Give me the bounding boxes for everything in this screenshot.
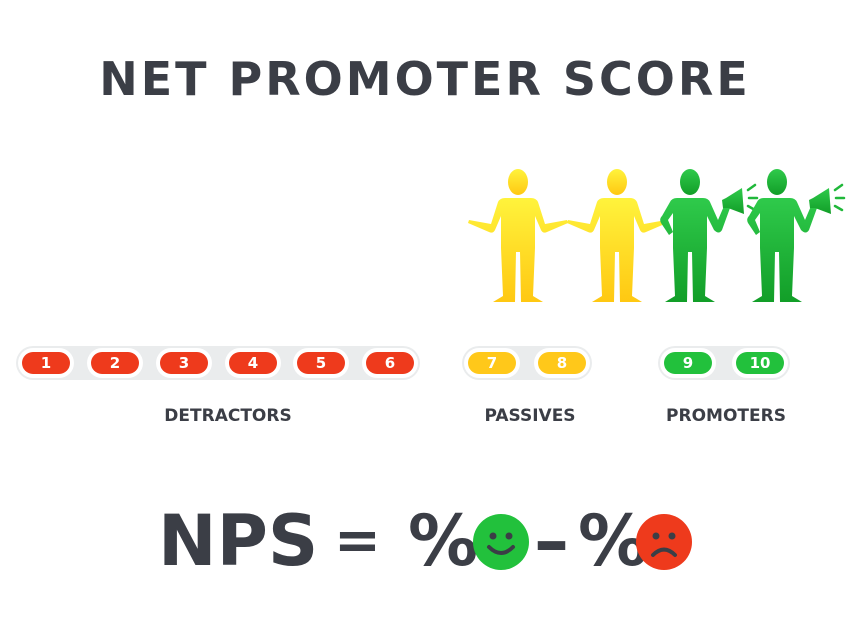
score-pill-10: 10	[736, 352, 784, 374]
happy-face-icon	[473, 514, 529, 570]
person-figure-5	[284, 168, 358, 304]
score-pill-1: 1	[22, 352, 70, 374]
score-pill-8: 8	[538, 352, 586, 374]
score-pill-7: 7	[468, 352, 516, 374]
score-pill-4: 4	[229, 352, 277, 374]
score-pill-9: 9	[664, 352, 712, 374]
person-figure-6	[352, 168, 426, 304]
score-pill-2: 2	[91, 352, 139, 374]
person-figure-10	[747, 168, 847, 304]
person-figure-4	[216, 168, 290, 304]
formula-nps: NPS	[158, 500, 319, 582]
page-title: NET PROMOTER SCORE	[99, 52, 751, 106]
person-figure-3	[147, 168, 221, 304]
formula-equals: =	[334, 508, 381, 573]
person-figure-9	[660, 168, 760, 304]
person-figure-7	[467, 168, 569, 304]
score-pill-3: 3	[160, 352, 208, 374]
score-pill-5: 5	[297, 352, 345, 374]
person-figure-1	[10, 168, 84, 304]
formula-minus: –	[534, 500, 569, 582]
person-figure-8	[566, 168, 668, 304]
group-label-promoters: PROMOTERS	[666, 406, 786, 426]
score-track	[16, 346, 420, 380]
score-pill-6: 6	[366, 352, 414, 374]
group-label-detractors: DETRACTORS	[164, 406, 292, 426]
group-label-passives: PASSIVES	[484, 406, 576, 426]
formula-percent-promoters: %	[408, 500, 479, 582]
sad-face-icon	[636, 514, 692, 570]
person-figure-2	[79, 168, 153, 304]
